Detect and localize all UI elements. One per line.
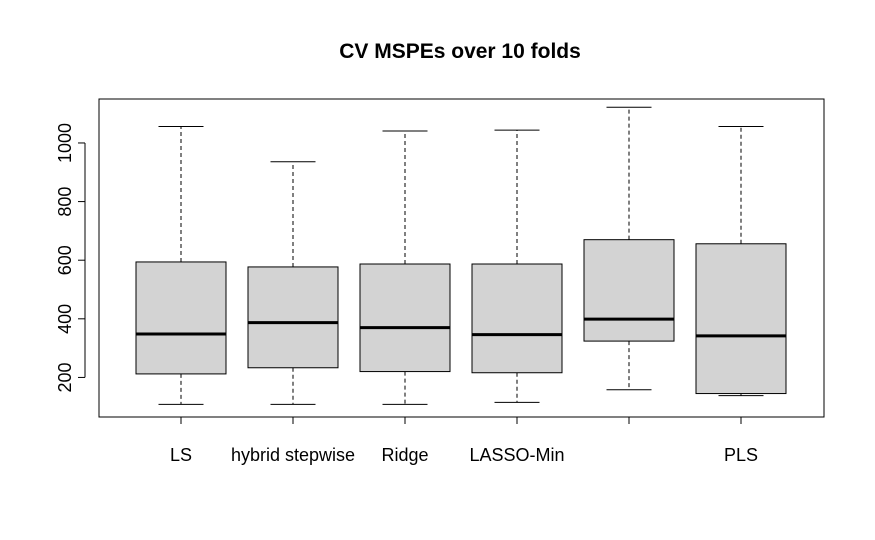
x-axis: LS hybrid stepwise Ridge LASSO-Min PLS	[170, 416, 758, 465]
iqr-box	[135, 261, 227, 375]
box-1	[247, 161, 339, 405]
y-tick-label: 200	[55, 362, 75, 392]
x-tick-label: Ridge	[381, 445, 428, 465]
box-0	[135, 126, 227, 405]
x-tick-label: PLS	[724, 445, 758, 465]
iqr-box	[359, 263, 451, 373]
box-4	[583, 106, 675, 391]
x-tick-label: LS	[170, 445, 192, 465]
iqr-box	[583, 239, 675, 342]
chart-title: CV MSPEs over 10 folds	[339, 40, 581, 63]
y-tick-label: 1000	[55, 123, 75, 163]
x-tick-label: hybrid stepwise	[231, 445, 355, 465]
iqr-box	[471, 263, 563, 374]
box-2	[359, 130, 451, 405]
box-3	[471, 129, 563, 403]
iqr-box	[247, 266, 339, 369]
box-5	[695, 126, 787, 397]
y-tick-label: 800	[55, 187, 75, 217]
y-tick-label: 600	[55, 245, 75, 275]
y-axis: 200 400 600 800 1000	[55, 123, 86, 392]
iqr-box	[695, 243, 787, 395]
y-tick-label: 400	[55, 304, 75, 334]
x-tick-label: LASSO-Min	[469, 445, 564, 465]
boxes-group	[135, 106, 787, 405]
